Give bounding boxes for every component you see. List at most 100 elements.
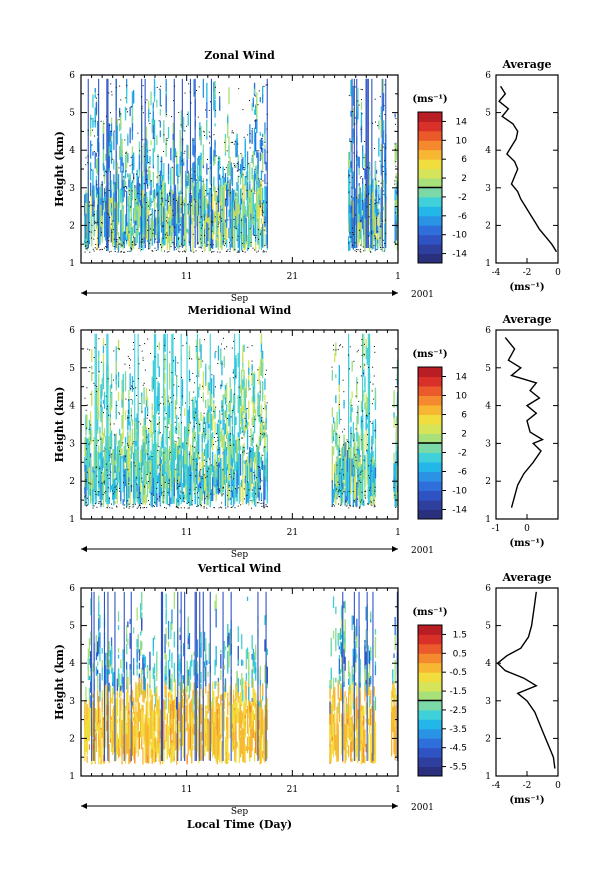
contour-dot — [221, 209, 223, 211]
heatmap-cell — [360, 464, 363, 476]
heatmap-cell — [123, 175, 125, 194]
heatmap-streak — [196, 333, 198, 504]
heatmap-cell — [214, 150, 216, 158]
heatmap-cell — [196, 183, 199, 216]
heatmap-cell — [105, 192, 107, 199]
heatmap-cell — [352, 136, 354, 144]
heatmap-cell — [252, 197, 254, 225]
contour-dot — [213, 436, 215, 438]
heatmap-cell — [262, 362, 264, 379]
contour-dot — [393, 487, 395, 488]
heatmap-cell — [234, 189, 236, 206]
heatmap-cell — [133, 208, 135, 224]
heatmap-cell — [207, 382, 209, 395]
heatmap-cell — [384, 223, 386, 247]
heatmap-cell — [113, 463, 115, 490]
heatmap-streak — [181, 78, 183, 248]
heatmap-cell — [152, 111, 154, 120]
heatmap-cell — [220, 384, 222, 390]
heatmap-cell — [335, 342, 337, 356]
contour-dot — [365, 414, 367, 416]
contour-dot — [262, 251, 264, 253]
heatmap-cell — [217, 226, 220, 250]
contour-dot — [252, 438, 253, 440]
heatmap-cell — [251, 499, 253, 504]
heatmap-cell — [246, 421, 249, 425]
heatmap-cell — [170, 192, 172, 206]
heatmap-cell — [183, 116, 185, 132]
contour-dot — [85, 479, 87, 480]
heatmap-cell — [198, 203, 200, 216]
contour-dot — [130, 156, 132, 158]
heatmap-cell — [252, 446, 254, 462]
heatmap-cell — [356, 383, 358, 399]
heatmap-cell — [129, 421, 131, 439]
heatmap-cell — [193, 476, 195, 492]
heatmap-cell — [239, 188, 242, 208]
contour-dot — [210, 244, 212, 246]
contour-dot — [193, 199, 195, 201]
heatmap-cell — [224, 389, 227, 398]
heatmap-cell — [214, 80, 216, 98]
heatmap-cell — [124, 442, 127, 462]
contour-dot — [109, 124, 111, 126]
heatmap-cell — [363, 433, 365, 451]
heatmap-cell — [201, 478, 203, 501]
contour-dot — [100, 248, 102, 250]
heatmap-cell — [262, 147, 264, 153]
contour-dot — [339, 450, 341, 452]
heatmap-cell — [256, 95, 258, 115]
heatmap-streak — [171, 333, 173, 504]
heatmap-cell — [121, 215, 123, 248]
colorbar-swatch — [418, 225, 442, 236]
heatmap-streak — [367, 78, 369, 248]
contour-dot — [129, 506, 131, 508]
contour-dot — [348, 491, 350, 493]
heatmap-streak — [115, 78, 117, 248]
heatmap-cell — [123, 186, 125, 198]
contour-dot — [88, 205, 90, 207]
contour-dot — [197, 505, 199, 507]
heatmap-cell — [133, 152, 135, 171]
contour-dot — [165, 237, 167, 239]
heatmap-cell — [185, 484, 187, 500]
heatmap-cell — [193, 401, 195, 411]
heatmap-cell — [244, 243, 246, 250]
contour-dot — [181, 376, 182, 378]
contour-dot — [243, 167, 245, 168]
contour-dot — [211, 230, 213, 232]
heatmap-cell — [242, 219, 244, 228]
contour-dot — [147, 229, 149, 231]
heatmap-cell — [252, 97, 254, 102]
contour-dot — [353, 360, 355, 362]
heatmap-cell — [228, 162, 230, 176]
contour-dot — [85, 241, 87, 243]
contour-dot — [356, 482, 358, 484]
heatmap-cell — [250, 209, 252, 229]
heatmap-cell — [122, 416, 124, 425]
heatmap-cell — [228, 414, 230, 427]
contour-dot — [224, 169, 226, 170]
contour-dot — [89, 201, 90, 203]
contour-dot — [210, 101, 211, 103]
heatmap-cell — [97, 387, 99, 407]
contour-dot — [91, 237, 92, 239]
contour-dot — [180, 507, 182, 509]
heatmap-cell — [177, 163, 179, 181]
heatmap-streak — [371, 78, 373, 248]
contour-dot — [360, 251, 362, 253]
heatmap-cell — [221, 428, 223, 448]
heatmap-cell — [346, 457, 349, 478]
heatmap-cell — [105, 154, 107, 161]
heatmap-cell — [158, 449, 160, 459]
heatmap-cell — [153, 188, 156, 200]
heatmap-cell — [140, 184, 142, 202]
heatmap-cell — [228, 209, 230, 218]
contour-dot — [221, 502, 223, 504]
contour-dot — [166, 220, 167, 222]
heatmap-cell — [377, 208, 379, 222]
heatmap-cell — [355, 188, 357, 225]
heatmap-cell — [119, 428, 121, 436]
heatmap-cell — [222, 394, 224, 409]
heatmap-cell — [121, 195, 123, 204]
